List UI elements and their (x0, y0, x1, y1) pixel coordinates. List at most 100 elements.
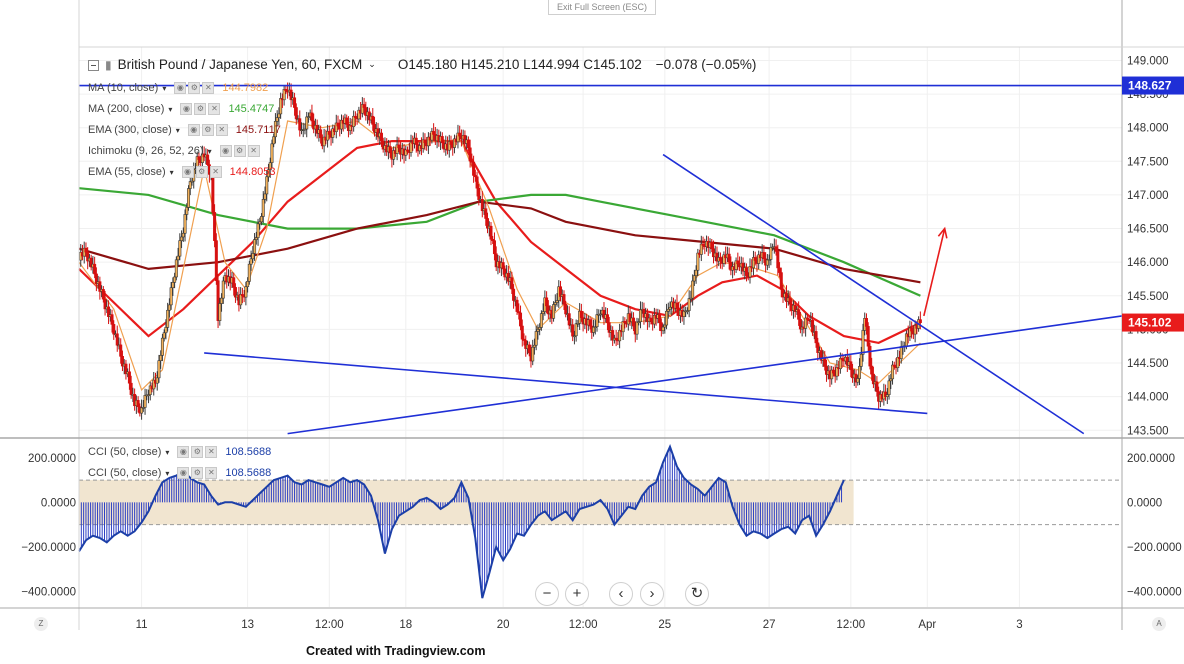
candle-body (734, 260, 738, 270)
close-icon[interactable]: ✕ (205, 446, 218, 458)
indicator-row[interactable]: Ichimoku (9, 26, 52, 26) ▾ ◉ ⚙ ✕ (88, 143, 268, 159)
cci-tick-label-left: 0.0000 (41, 497, 76, 509)
gear-icon[interactable]: ⚙ (194, 103, 207, 115)
scroll-right-button[interactable]: › (640, 582, 664, 606)
time-axis[interactable]: 11 13 12:00 18 20 12:00 25 27 12:00 Apr 3 (136, 619, 1023, 631)
indicator-row[interactable]: EMA (55, close) ▾ ◉ ⚙ ✕ 144.8053 (88, 164, 276, 180)
cci-tick-label-right: 200.0000 (1127, 453, 1175, 465)
time-tick-label: 27 (763, 619, 776, 631)
zoom-in-button[interactable]: + (565, 582, 589, 606)
gear-icon[interactable]: ⚙ (191, 446, 204, 458)
candle-body (273, 121, 277, 138)
candle-body (472, 162, 476, 176)
time-tick-label: 13 (241, 619, 254, 631)
candle-body (197, 156, 201, 160)
candle-body (360, 104, 364, 114)
indicator-row[interactable]: MA (200, close) ▾ ◉ ⚙ ✕ 145.4747 (88, 101, 274, 117)
candle-body (736, 260, 740, 265)
zoom-out-button[interactable]: − (535, 582, 559, 606)
eye-icon[interactable]: ◉ (174, 82, 187, 94)
chevron-down-icon[interactable]: ▾ (207, 146, 212, 156)
eye-icon[interactable]: ◉ (177, 467, 190, 479)
gear-icon[interactable]: ⚙ (201, 124, 214, 136)
candle-body (152, 379, 156, 390)
candle-body (133, 394, 137, 407)
candle-body (605, 314, 609, 323)
candle-body (310, 112, 314, 122)
gear-icon[interactable]: ⚙ (195, 166, 208, 178)
indicator-row[interactable]: EMA (300, close) ▾ ◉ ⚙ ✕ 145.7117 (88, 122, 281, 138)
candle-body (348, 125, 352, 132)
zoom-corner-button[interactable]: Z (34, 617, 48, 631)
candle-body (303, 128, 307, 131)
close-icon[interactable]: ✕ (205, 467, 218, 479)
reset-chart-button[interactable]: ↻ (685, 582, 709, 606)
gear-icon[interactable]: ⚙ (188, 82, 201, 94)
candle-body (272, 136, 276, 145)
candle-body (638, 309, 642, 322)
symbol-title[interactable]: British Pound / Japanese Yen, 60, FXCM (117, 57, 363, 72)
price-tick-label: 146.500 (1127, 224, 1169, 236)
ohlc-values: O145.180 H145.210 L144.994 C145.102 (397, 57, 642, 72)
candle-body (89, 257, 93, 268)
candle-body (830, 369, 834, 380)
chevron-down-icon[interactable]: ▾ (165, 447, 170, 457)
candle-body (668, 306, 672, 310)
close-icon[interactable]: ✕ (215, 124, 228, 136)
chevron-down-icon[interactable]: ▾ (168, 104, 173, 114)
candle-body (218, 303, 222, 321)
candle-body (404, 149, 408, 156)
trendline[interactable] (204, 352, 928, 415)
candle-body (611, 330, 615, 341)
candle-body (345, 117, 349, 125)
auto-scale-button[interactable]: A (1152, 617, 1166, 631)
projection-arrow[interactable] (923, 228, 946, 317)
gear-icon[interactable]: ⚙ (233, 145, 246, 157)
candle-body (258, 221, 262, 225)
chevron-down-icon[interactable]: ▾ (165, 468, 170, 478)
trendline[interactable] (287, 315, 1123, 435)
close-icon[interactable]: ✕ (202, 82, 215, 94)
cci-legend-row[interactable]: CCI (50, close) ▾ ◉ ⚙ ✕ 108.5688 (88, 444, 271, 460)
exit-fullscreen-button[interactable]: Exit Full Screen (ESC) (548, 0, 656, 15)
chevron-down-icon[interactable]: ⌄ (368, 59, 376, 69)
chevron-down-icon[interactable]: ▾ (162, 83, 167, 93)
candle-body (432, 131, 436, 135)
price-axis[interactable]: 149.000148.500148.000147.500147.000146.5… (1127, 55, 1169, 437)
scroll-left-button[interactable]: ‹ (609, 582, 633, 606)
candle-body (840, 358, 844, 360)
close-icon[interactable]: ✕ (247, 145, 260, 157)
candle-body (251, 253, 255, 260)
chevron-down-icon[interactable]: ▾ (169, 167, 174, 177)
indicator-row[interactable]: MA (10, close) ▾ ◉ ⚙ ✕ 144.7982 (88, 80, 268, 96)
price-tick-label: 148.000 (1127, 123, 1169, 135)
close-icon[interactable]: ✕ (208, 103, 221, 115)
indicator-label: CCI (50, close) (88, 446, 162, 458)
eye-icon[interactable]: ◉ (180, 103, 193, 115)
indicator-value: 144.8053 (229, 166, 276, 178)
trendline[interactable] (662, 153, 1085, 435)
chevron-down-icon[interactable]: ▾ (175, 125, 180, 135)
trendline-layer[interactable] (79, 84, 1123, 435)
candle-body (148, 385, 152, 395)
close-icon[interactable]: ✕ (209, 166, 222, 178)
candle-body (891, 364, 895, 380)
eye-icon[interactable]: ◉ (219, 145, 232, 157)
eye-icon[interactable]: ◉ (177, 446, 190, 458)
candle-body (875, 381, 879, 392)
time-tick-label: 18 (399, 619, 412, 631)
collapse-icon[interactable] (88, 60, 99, 71)
gear-icon[interactable]: ⚙ (191, 467, 204, 479)
time-tick-label: 25 (658, 619, 671, 631)
candle-body (466, 139, 470, 149)
cci-axis[interactable]: 200.0000 200.0000 0.0000 0.0000 −200.0000 −20… (21, 453, 1181, 599)
eye-icon[interactable]: ◉ (181, 166, 194, 178)
price-tick-label: 144.000 (1127, 392, 1169, 404)
price-tick-label: 145.500 (1127, 291, 1169, 303)
cci-legend-row[interactable]: CCI (50, close) ▾ ◉ ⚙ ✕ 108.5688 (88, 465, 271, 481)
candle-body (452, 138, 456, 148)
candle-body (781, 288, 785, 298)
eye-icon[interactable]: ◉ (187, 124, 200, 136)
candle-body (884, 391, 888, 397)
